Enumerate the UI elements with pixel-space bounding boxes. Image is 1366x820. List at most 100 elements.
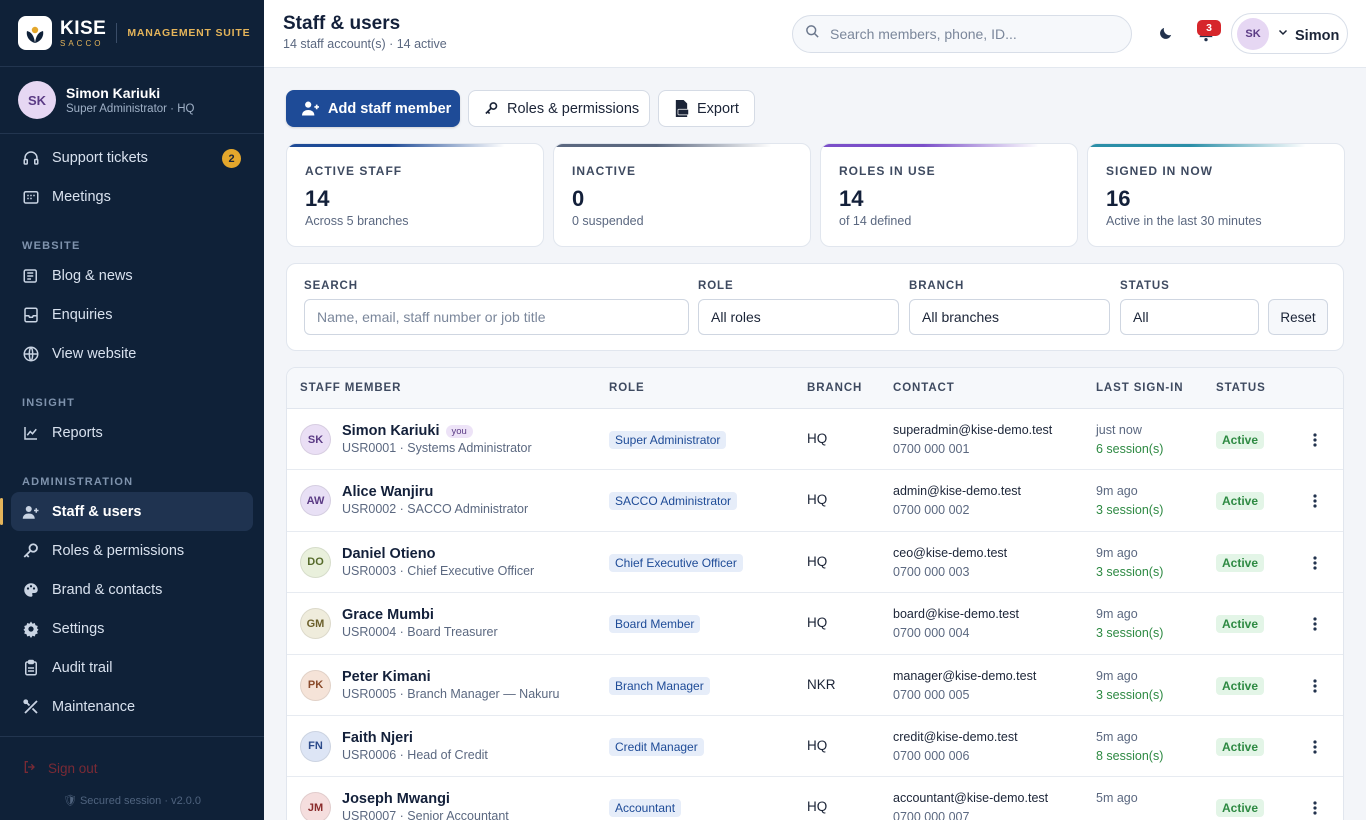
staff-name[interactable]: Simon Kariuki you <box>342 423 473 439</box>
role-badge: Chief Executive Officer <box>609 553 743 572</box>
role-badge: Super Administrator <box>609 431 727 449</box>
row-actions-kebab-icon[interactable] <box>1307 737 1323 757</box>
global-search[interactable] <box>792 15 1132 53</box>
contact-email: board@kise-demo.test <box>893 607 1019 622</box>
staff-name[interactable]: Alice Wanjiru <box>342 484 433 500</box>
row-actions-kebab-icon[interactable] <box>1307 491 1323 511</box>
sidebar-item-blog-news[interactable]: Blog & news <box>11 256 253 295</box>
search-icon <box>805 24 820 44</box>
stat-accent-bar <box>1088 144 1344 147</box>
stat-label: INACTIVE <box>572 164 637 178</box>
table-row[interactable]: AW Alice Wanjiru USR0002 · SACCO Administr… <box>287 470 1343 532</box>
users-icon <box>22 503 40 521</box>
stat-value: 14 <box>839 186 864 211</box>
sidebar-item-label: Enquiries <box>52 306 113 323</box>
last-sign-in: just now <box>1096 423 1142 437</box>
secured-session-note: 🛡 Secured session · v2.0.0 <box>0 794 264 807</box>
you-badge: you <box>445 424 473 438</box>
stat-sub: 0 suspended <box>572 214 644 228</box>
dark-mode-toggle-icon[interactable] <box>1154 22 1176 44</box>
export-button[interactable]: Export <box>658 90 755 127</box>
table-row[interactable]: JM Joseph Mwangi USR0007 · Senior Accounta… <box>287 777 1343 820</box>
filter-status-select[interactable]: All <box>1120 299 1259 335</box>
branch-code: HQ <box>807 615 828 631</box>
brand-suite: MANAGEMENT SUITE <box>127 27 251 39</box>
staff-name-text: Alice Wanjiru <box>342 484 434 501</box>
sidebar-item-label: View website <box>52 345 137 362</box>
brand-divider <box>116 23 118 43</box>
gear-icon <box>22 620 40 638</box>
column-header-status[interactable]: STATUS <box>1216 382 1266 394</box>
staff-name[interactable]: Grace Mumbi <box>342 607 434 623</box>
kise-logo-icon[interactable] <box>18 16 52 50</box>
section-insight-label: INSIGHT <box>22 397 76 409</box>
chart-icon <box>22 424 40 442</box>
sidebar-item-meetings[interactable]: Meetings <box>11 177 253 216</box>
roles-permissions-button[interactable]: Roles & permissions <box>468 90 650 127</box>
stat-value: 0 <box>572 186 585 211</box>
role-badge: Accountant <box>609 799 682 818</box>
sign-out-label: Sign out <box>48 761 98 776</box>
staff-meta: USR0007 · Senior Accountant <box>342 809 509 820</box>
reset-filters-button[interactable]: Reset <box>1268 299 1328 335</box>
news-icon <box>22 267 40 285</box>
stat-accent-bar <box>554 144 810 147</box>
table-row[interactable]: SK Simon Kariuki you USR0001 · Systems Admi… <box>287 409 1343 471</box>
roles-permissions-label: Roles & permissions <box>507 100 640 117</box>
row-actions-kebab-icon[interactable] <box>1307 798 1323 818</box>
column-header-branch[interactable]: BRANCH <box>807 382 863 394</box>
staff-name[interactable]: Joseph Mwangi <box>342 791 450 807</box>
sidebar-item-support-tickets[interactable]: Support tickets 2 <box>11 138 253 177</box>
filter-branch-label: BRANCH <box>909 280 965 292</box>
table-row[interactable]: PK Peter Kimani USR0005 · Branch Manager —… <box>287 655 1343 716</box>
column-header-staff-member[interactable]: STAFF MEMBER <box>300 382 402 394</box>
session-count: 8 session(s) <box>1096 748 1164 763</box>
section-website-label: WEBSITE <box>22 240 81 252</box>
sidebar-item-roles-permissions[interactable]: Roles & permissions <box>11 531 253 570</box>
stat-label: SIGNED IN NOW <box>1106 164 1214 178</box>
column-header-last-sign-in[interactable]: LAST SIGN-IN <box>1096 382 1184 394</box>
avatar: GM <box>300 608 331 640</box>
staff-name-text: Peter Kimani <box>342 668 431 685</box>
user-plus-icon <box>301 100 320 117</box>
filter-search-input[interactable]: Name, email, staff number or job title <box>304 299 689 335</box>
sidebar-item-staff-users[interactable]: Staff & users <box>0 492 253 531</box>
branch-code: HQ <box>807 431 828 446</box>
secured-session-text: Secured session · v2.0.0 <box>79 795 202 807</box>
filter-branch-select[interactable]: All branches <box>909 299 1110 335</box>
sidebar-user-card[interactable]: SK Simon Kariuki Super Administrator · H… <box>0 67 264 134</box>
sidebar-footer: Sign out 🛡 Secured session · v2.0.0 <box>0 736 264 820</box>
staff-name[interactable]: Peter Kimani <box>342 669 431 685</box>
filter-role-select[interactable]: All roles <box>698 299 899 335</box>
avatar: JM <box>300 792 331 820</box>
stat-card-roles-in-use: ROLES IN USE 14 of 14 defined <box>820 143 1078 247</box>
sidebar-item-brand-contacts[interactable]: Brand & contacts <box>11 570 253 609</box>
add-staff-button[interactable]: Add staff member <box>286 90 460 127</box>
sidebar-item-reports[interactable]: Reports <box>11 413 253 452</box>
row-actions-kebab-icon[interactable] <box>1307 676 1323 696</box>
sign-out-link[interactable]: Sign out <box>22 759 98 778</box>
tools-icon <box>22 698 40 716</box>
column-header-contact[interactable]: CONTACT <box>893 382 955 394</box>
sidebar-item-enquiries[interactable]: Enquiries <box>11 295 253 334</box>
sign-out-icon <box>22 759 38 778</box>
row-actions-kebab-icon[interactable] <box>1307 614 1323 634</box>
last-sign-in: 9m ago <box>1096 607 1138 622</box>
table-row[interactable]: DO Daniel Otieno USR0003 · Chief Executive… <box>287 532 1343 594</box>
sidebar-item-view-website[interactable]: View website <box>11 334 253 373</box>
staff-meta: USR0005 · Branch Manager — Nakuru <box>342 686 560 701</box>
sidebar-item-maintenance[interactable]: Maintenance <box>11 687 253 726</box>
csv-file-icon <box>674 100 689 117</box>
global-search-input[interactable] <box>830 26 1110 42</box>
table-row[interactable]: GM Grace Mumbi USR0004 · Board Treasurer Bo… <box>287 593 1343 655</box>
table-row[interactable]: FN Faith Njeri USR0006 · Head of Credit Cre… <box>287 716 1343 778</box>
sidebar-item-audit-trail[interactable]: Audit trail <box>11 648 253 687</box>
sidebar-item-settings[interactable]: Settings <box>11 609 253 648</box>
staff-meta: USR0003 · Chief Executive Officer <box>342 563 535 578</box>
staff-name[interactable]: Faith Njeri <box>342 730 413 746</box>
row-actions-kebab-icon[interactable] <box>1307 430 1323 450</box>
row-actions-kebab-icon[interactable] <box>1307 553 1323 573</box>
column-header-role[interactable]: ROLE <box>609 382 645 394</box>
staff-name[interactable]: Daniel Otieno <box>342 546 435 562</box>
user-menu[interactable]: SK Simon <box>1231 13 1348 54</box>
